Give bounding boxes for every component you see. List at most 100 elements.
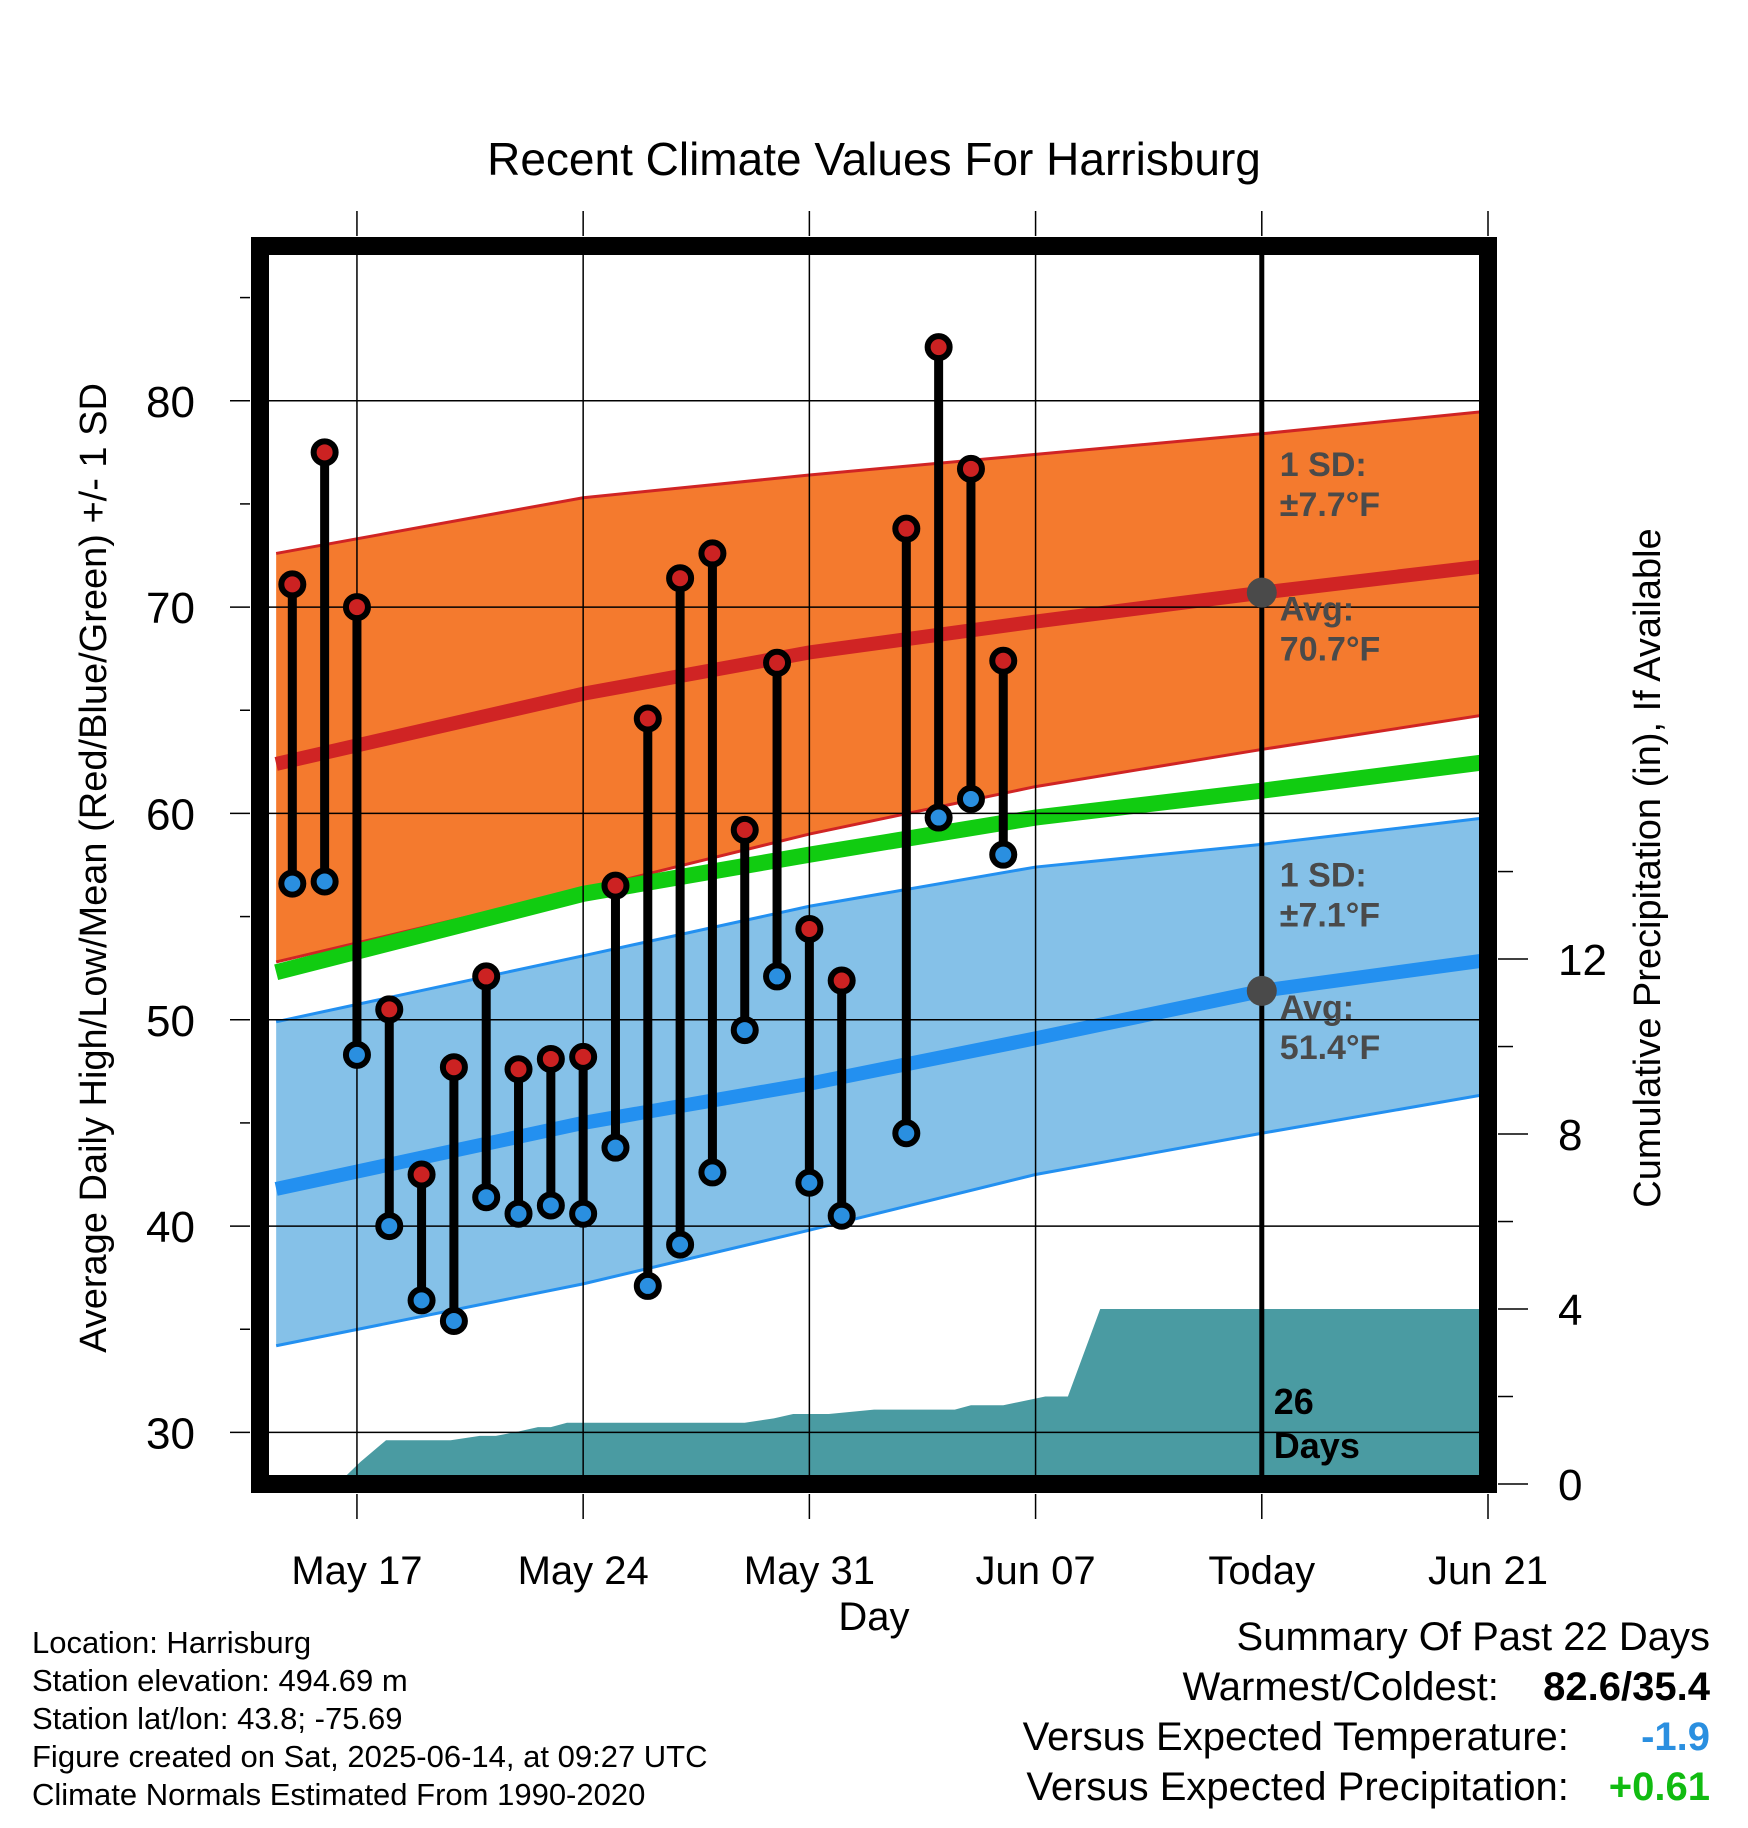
high-point <box>730 815 759 844</box>
warmest-label: Warmest/Coldest: <box>1182 1665 1499 1709</box>
station-info: Location: Harrisburg Station elevation: … <box>32 1624 708 1814</box>
low-point <box>956 784 985 813</box>
elevation-text: Station elevation: 494.69 m <box>32 1663 408 1698</box>
x-tick-label: Jun 07 <box>976 1549 1096 1593</box>
low-point <box>795 1168 824 1197</box>
days-marker: 26 Days <box>1274 1381 1360 1466</box>
low-point <box>924 803 953 832</box>
days-marker-line: 26 <box>1274 1381 1314 1422</box>
low-point <box>730 1016 759 1045</box>
low-point <box>569 1199 598 1228</box>
high-point <box>795 914 824 943</box>
x-tick-label: Jun 21 <box>1428 1549 1548 1593</box>
low-point <box>536 1191 565 1220</box>
temp-anomaly-row: Versus Expected Temperature: -1.9 <box>1023 1712 1710 1762</box>
y2-tick-label: 4 <box>1558 1286 1582 1335</box>
stat-annotation-line: 51.4°F <box>1280 1029 1381 1067</box>
low-point <box>342 1040 371 1069</box>
high-point <box>698 539 727 568</box>
stat-annotation-line: Avg: <box>1280 591 1354 629</box>
high-point <box>924 333 953 362</box>
x-tick-label: May 24 <box>518 1549 649 1593</box>
stat-annotation: Avg: 70.7°F <box>1280 591 1381 669</box>
y-tick-label: 30 <box>146 1409 195 1458</box>
precip-anomaly-label: Versus Expected Precipitation: <box>1026 1765 1569 1809</box>
high-point <box>956 454 985 483</box>
stat-annotation-line: Avg: <box>1280 989 1354 1027</box>
precip-anomaly-value: +0.61 <box>1608 1765 1710 1809</box>
high-normal-marker <box>1246 577 1277 608</box>
low-point <box>278 869 307 898</box>
high-point <box>892 514 921 543</box>
stat-annotation-line: ±7.1°F <box>1280 896 1380 934</box>
stat-annotation: Avg: 51.4°F <box>1280 989 1381 1067</box>
created-text: Figure created on Sat, 2025-06-14, at 09… <box>32 1739 708 1774</box>
days-marker-line: Days <box>1274 1425 1360 1466</box>
high-point <box>342 593 371 622</box>
high-point <box>472 962 501 991</box>
x-tick-label: May 17 <box>291 1549 422 1593</box>
low-point <box>375 1212 404 1241</box>
high-point <box>827 966 856 995</box>
low-normal-marker <box>1246 975 1277 1006</box>
y-tick-label: 70 <box>146 584 195 633</box>
y2-tick-label: 12 <box>1558 936 1607 985</box>
high-point <box>666 564 695 593</box>
high-point <box>504 1055 533 1084</box>
x-axis-label: Day <box>838 1595 909 1639</box>
low-point <box>439 1306 468 1335</box>
high-point <box>569 1042 598 1071</box>
y2-tick-label: 0 <box>1558 1461 1582 1510</box>
high-point <box>310 438 339 467</box>
summary-panel: Summary Of Past 22 Days Warmest/Coldest:… <box>1023 1612 1710 1812</box>
stat-annotation-line: 1 SD: <box>1280 856 1367 894</box>
low-point <box>504 1199 533 1228</box>
low-point <box>763 962 792 991</box>
y-tick-label: 60 <box>146 790 195 839</box>
high-point <box>601 871 630 900</box>
warmest-value: 82.6/35.4 <box>1543 1665 1710 1709</box>
y-tick-label: 50 <box>146 997 195 1046</box>
location-text: Location: Harrisburg <box>32 1625 312 1660</box>
warmest-row: Warmest/Coldest: 82.6/35.4 <box>1023 1662 1711 1712</box>
y-tick-label: 80 <box>146 378 195 427</box>
stat-annotation-line: 1 SD: <box>1280 446 1367 484</box>
low-point <box>407 1286 436 1315</box>
chart-title: Recent Climate Values For Harrisburg <box>487 133 1261 185</box>
plot-inner <box>260 246 1488 1484</box>
plot-frame <box>251 237 1497 1493</box>
x-tick-label: Today <box>1208 1549 1315 1593</box>
y-tick-label: 40 <box>146 1203 195 1252</box>
low-point <box>698 1158 727 1187</box>
low-point <box>989 840 1018 869</box>
stat-annotation-line: ±7.7°F <box>1280 486 1380 524</box>
y2-tick-label: 8 <box>1558 1111 1582 1160</box>
stat-annotation: 1 SD: ±7.1°F <box>1280 856 1380 934</box>
low-point <box>310 867 339 896</box>
precipitation-area <box>276 1309 1488 1484</box>
x-tick-label: May 31 <box>744 1549 875 1593</box>
temp-anomaly-label: Versus Expected Temperature: <box>1022 1715 1569 1759</box>
stat-annotation: 1 SD: ±7.7°F <box>1280 446 1380 524</box>
latlon-text: Station lat/lon: 43.8; -75.69 <box>32 1701 403 1736</box>
stat-annotation-line: 70.7°F <box>1280 631 1381 669</box>
normals-text: Climate Normals Estimated From 1990-2020 <box>32 1777 646 1812</box>
summary-title: Summary Of Past 22 Days <box>1236 1615 1710 1659</box>
high-point <box>536 1044 565 1073</box>
low-point <box>892 1119 921 1148</box>
temp-anomaly-value: -1.9 <box>1641 1715 1710 1759</box>
high-point <box>633 704 662 733</box>
high-point <box>278 570 307 599</box>
high-point <box>763 648 792 677</box>
high-point <box>439 1053 468 1082</box>
low-point <box>666 1230 695 1259</box>
y2-axis-label: Cumulative Precipitation (in), If Availa… <box>1627 528 1669 1207</box>
high-sd-band <box>276 411 1488 962</box>
low-point <box>472 1183 501 1212</box>
high-point <box>407 1160 436 1189</box>
low-point <box>601 1133 630 1162</box>
high-point <box>989 646 1018 675</box>
high-point <box>375 995 404 1024</box>
